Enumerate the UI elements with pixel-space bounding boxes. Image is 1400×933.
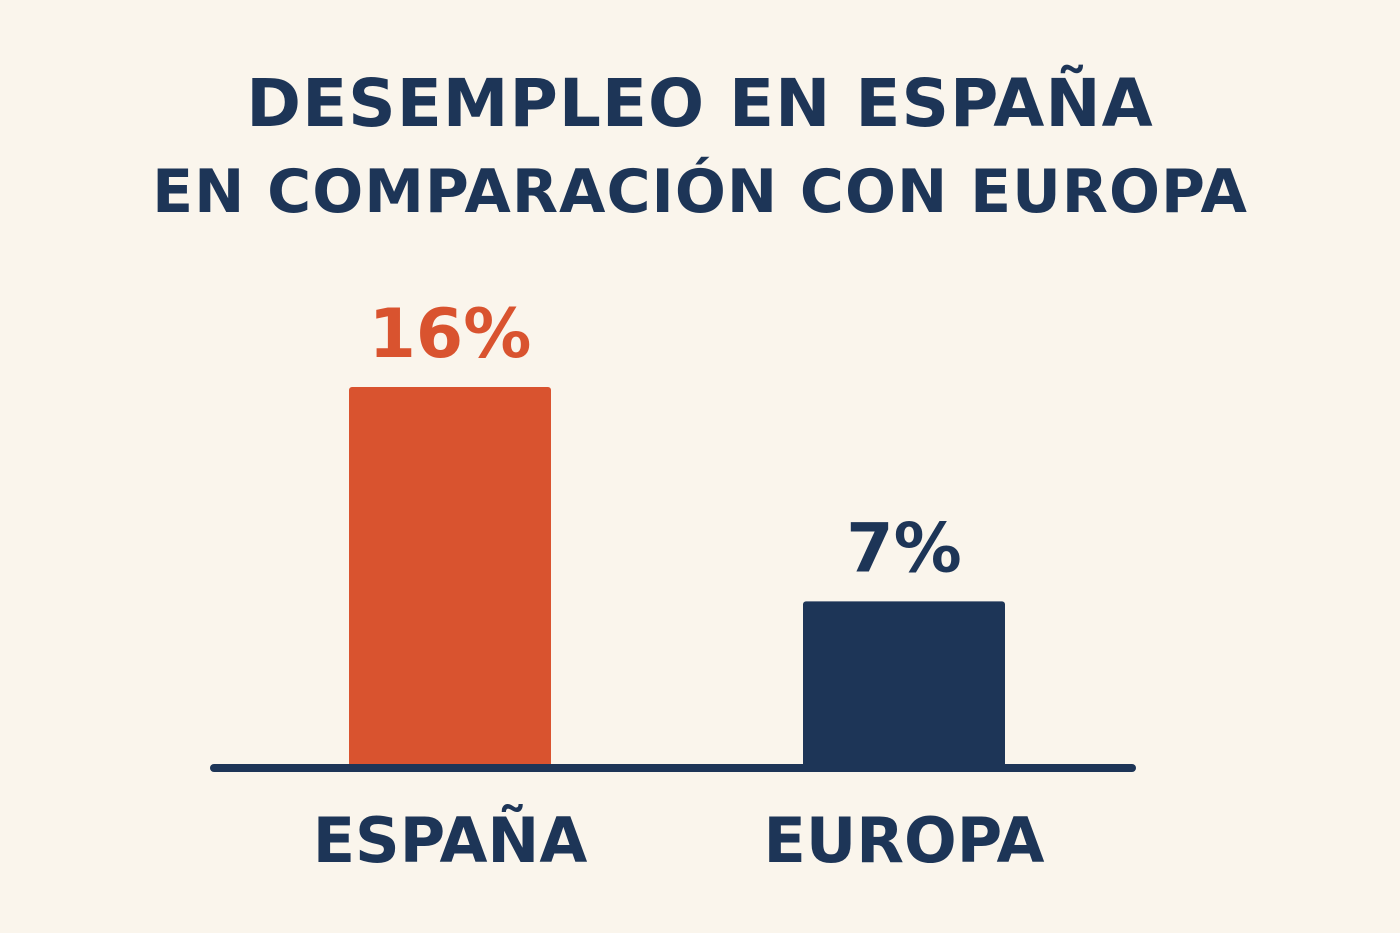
- chart-subtitle: EN COMPARACIÓN CON EUROPA: [152, 157, 1248, 227]
- bar-españa: [349, 387, 551, 768]
- category-label-españa: ESPAÑA: [313, 804, 588, 877]
- chart-title: DESEMPLEO EN ESPAÑA: [246, 65, 1154, 142]
- bar-europa: [803, 601, 1005, 768]
- value-label-españa: 16%: [369, 295, 532, 374]
- value-label-europa: 7%: [846, 509, 961, 588]
- category-label-europa: EUROPA: [764, 804, 1045, 877]
- chart-title-block: DESEMPLEO EN ESPAÑA EN COMPARACIÓN CON E…: [0, 58, 1400, 234]
